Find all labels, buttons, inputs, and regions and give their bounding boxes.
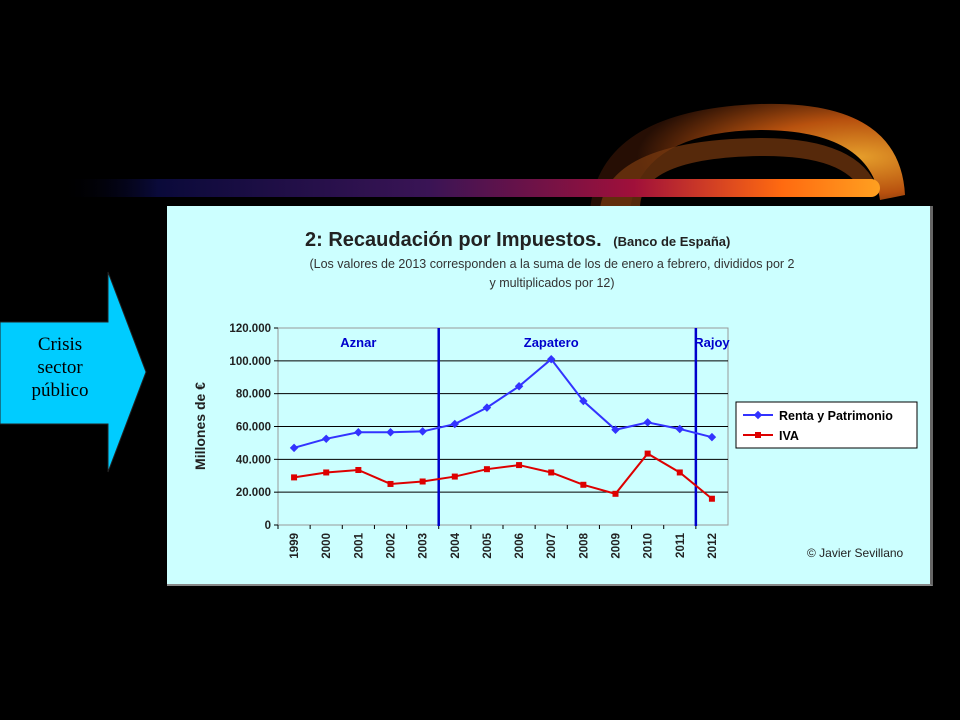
data-point: [354, 428, 363, 437]
x-axis-ticks: 1999 2000 2001 2002 2003 2004 2005 2006 2007 2008…: [277, 525, 719, 559]
gradient-band: [60, 179, 880, 197]
period-label: Zapatero: [524, 335, 579, 350]
y-axis-ticks: 0 20.000 40.000 60.000 80.000 100.000 120.000: [229, 323, 278, 532]
data-point: [450, 419, 460, 429]
data-point: [419, 478, 426, 485]
data-point: [676, 469, 683, 476]
x-tick-label: 2011: [675, 532, 687, 558]
data-point: [708, 495, 715, 502]
data-point: [612, 490, 619, 497]
data-point: [707, 432, 717, 442]
x-tick-label: 2009: [611, 533, 623, 559]
y-tick-label: 120.000: [229, 323, 271, 335]
x-tick-label: 2005: [482, 532, 494, 558]
callout-line: sector: [37, 357, 83, 378]
data-point: [483, 466, 490, 473]
data-point: [386, 428, 395, 437]
x-tick-label: 1999: [289, 533, 301, 559]
x-tick-label: 2003: [418, 533, 430, 559]
data-point: [291, 474, 298, 481]
data-point: [644, 450, 651, 457]
y-tick-label: 100.000: [229, 356, 271, 368]
legend: Renta y Patrimonio IVA: [735, 401, 918, 449]
x-tick-label: 2010: [643, 533, 655, 559]
tax-revenue-chart: 2: Recaudación por Impuestos. (Banco de …: [192, 229, 918, 560]
data-point: [451, 473, 458, 480]
data-point: [579, 396, 588, 406]
x-tick-label: 2012: [707, 533, 719, 559]
data-point: [289, 443, 299, 453]
series-group: [289, 354, 717, 502]
y-tick-label: 20.000: [236, 487, 271, 499]
chart-title-main: 2: Recaudación por Impuestos.: [305, 229, 602, 251]
y-axis-label: Millones de €: [192, 382, 208, 470]
period-labels: Aznar Zapatero Rajoy: [340, 335, 730, 350]
chart-panel: 2: Recaudación por Impuestos. (Banco de …: [167, 206, 933, 586]
x-tick-label: 2002: [386, 533, 398, 559]
period-label: Aznar: [340, 335, 376, 350]
callout-line: público: [31, 380, 89, 401]
legend-marker-renta: [753, 410, 763, 420]
data-point: [323, 469, 330, 476]
x-tick-label: 2006: [514, 533, 526, 559]
y-tick-label: 0: [265, 520, 271, 532]
data-point: [516, 462, 523, 469]
chart-subtitle-line: y multiplicados por 12): [489, 276, 614, 290]
data-point: [548, 469, 555, 476]
x-tick-label: 2007: [546, 533, 558, 559]
data-point: [355, 467, 362, 474]
swoosh-shape: [600, 138, 878, 208]
gridlines: [278, 360, 728, 493]
data-point: [675, 424, 685, 434]
chart-title: 2: Recaudación por Impuestos. (Banco de …: [305, 229, 730, 251]
data-point: [514, 382, 524, 391]
callout-text: Crisis sector público: [10, 333, 110, 402]
data-point: [580, 481, 587, 488]
data-point: [643, 418, 652, 427]
chart-title-source: (Banco de España): [613, 234, 730, 249]
legend-marker-iva: [755, 432, 761, 438]
legend-box: [735, 401, 918, 449]
legend-label-iva: IVA: [779, 429, 799, 443]
x-tick-label: 2000: [321, 533, 333, 559]
chart-credit: © Javier Sevillano: [807, 546, 904, 560]
series-line: [293, 357, 713, 449]
y-tick-label: 80.000: [236, 389, 271, 401]
y-tick-label: 60.000: [236, 422, 271, 434]
series-line: [293, 452, 713, 500]
callout-line: Crisis: [37, 334, 83, 355]
x-tick-label: 2001: [353, 532, 365, 558]
data-point: [321, 434, 331, 444]
y-tick-label: 40.000: [236, 454, 271, 466]
x-tick-label: 2008: [578, 532, 590, 558]
legend-label-renta: Renta y Patrimonio: [779, 409, 893, 423]
data-point: [482, 403, 492, 412]
data-point: [387, 480, 394, 487]
chart-subtitle-line: (Los valores de 2013 corresponden a la s…: [309, 257, 794, 271]
period-label: Rajoy: [694, 335, 730, 350]
data-point: [418, 427, 427, 436]
x-tick-label: 2004: [450, 532, 462, 558]
swoosh-shape: [590, 103, 905, 210]
arrow-shape: [0, 271, 147, 473]
